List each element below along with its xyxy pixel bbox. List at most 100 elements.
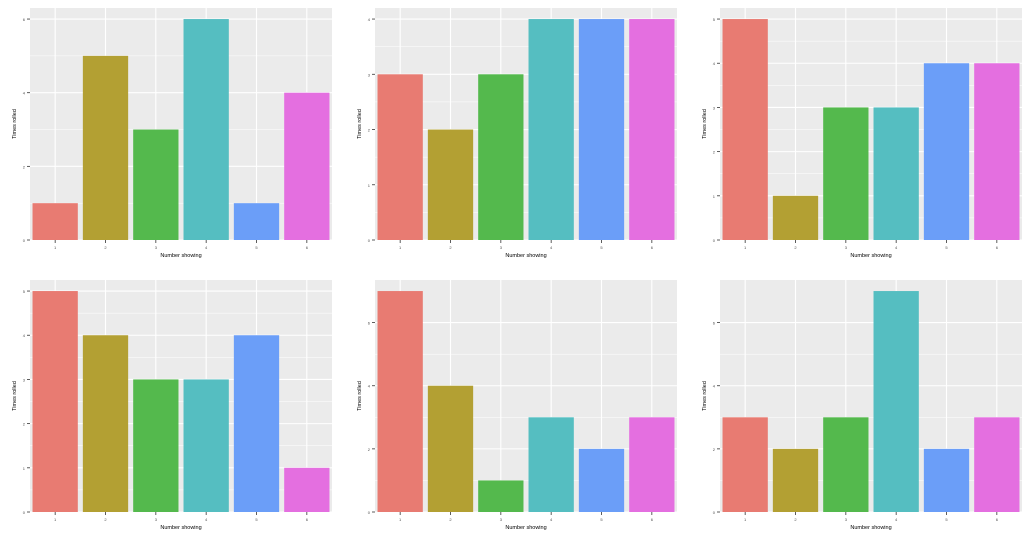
x-tick-label: 4	[550, 517, 553, 522]
x-tick-label: 2	[794, 245, 797, 250]
x-axis-title: Number showing	[160, 253, 201, 259]
y-axis-title: Times rolled	[702, 109, 708, 139]
bar-2	[427, 129, 474, 240]
x-tick-label: 6	[651, 517, 654, 522]
chart-panel-2: 0 1 2 3 4 1 2 3 4 5 6 Number showing Times rolled	[345, 0, 685, 262]
x-tick-label: 6	[306, 517, 309, 522]
y-tick-label: 0	[713, 238, 716, 243]
bar-6	[629, 19, 675, 240]
x-tick-label: 1	[399, 245, 402, 250]
y-tick-label: 2	[23, 164, 26, 169]
y-tick-label: 2	[368, 447, 371, 452]
bar-3	[478, 74, 524, 241]
bar-chart-1: 0 2 4 6 1 2 3 4 5 6 Number showing Times rolled	[12, 8, 332, 259]
y-axis-title: Times rolled	[357, 381, 363, 411]
bar-2	[82, 335, 129, 512]
y-tick-label: 2	[713, 150, 716, 155]
x-axis-title: Number showing	[850, 253, 891, 259]
x-tick-label: 4	[205, 245, 208, 250]
x-tick-label: 2	[449, 245, 452, 250]
bar-6	[284, 92, 330, 240]
x-tick-label: 4	[895, 517, 898, 522]
y-tick-label: 0	[368, 510, 371, 515]
bar-5	[578, 448, 625, 512]
y-axis-title: Times rolled	[357, 109, 363, 139]
x-tick-label: 2	[104, 245, 107, 250]
x-tick-label: 1	[744, 245, 747, 250]
bar-2	[772, 448, 819, 512]
y-tick-label: 6	[368, 321, 371, 326]
plot-panel	[720, 8, 1022, 240]
bar-1	[722, 417, 768, 512]
bar-chart-4: 0 1 2 3 4 5 1 2 3 4 5 6 Number showing Times rolled	[12, 280, 332, 531]
chart-panel-5: 0 2 4 6 1 2 3 4 5 6 Number showing Times rolled	[345, 272, 685, 534]
x-tick-label: 6	[996, 245, 999, 250]
bar-5	[923, 63, 970, 240]
x-tick-label: 6	[651, 245, 654, 250]
x-tick-label: 3	[845, 517, 848, 522]
y-tick-label: 0	[23, 510, 26, 515]
y-axis-title: Times rolled	[12, 109, 18, 139]
x-tick-label: 5	[255, 245, 258, 250]
x-tick-label: 5	[255, 517, 258, 522]
bar-4	[873, 291, 919, 512]
y-tick-label: 6	[713, 321, 716, 326]
chart-panel-3: 0 1 2 3 4 5 1 2 3 4 5 6 Number showing Times rolled	[690, 0, 1030, 262]
x-tick-label: 3	[500, 517, 503, 522]
y-tick-label: 3	[713, 105, 716, 110]
y-tick-label: 5	[713, 17, 716, 22]
bar-1	[32, 203, 78, 240]
x-tick-label: 4	[895, 245, 898, 250]
y-tick-label: 5	[23, 289, 26, 294]
x-tick-label: 1	[54, 517, 57, 522]
x-tick-label: 1	[744, 517, 747, 522]
y-tick-label: 2	[713, 447, 716, 452]
plot-panel	[30, 8, 332, 240]
bar-1	[377, 74, 423, 241]
x-tick-label: 5	[600, 517, 603, 522]
x-tick-label: 2	[449, 517, 452, 522]
x-tick-label: 5	[945, 245, 948, 250]
bar-4	[183, 379, 229, 512]
chart-panel-1: 0 2 4 6 1 2 3 4 5 6 Number showing Times rolled	[0, 0, 340, 262]
y-tick-label: 6	[23, 17, 26, 22]
x-tick-label: 3	[155, 517, 158, 522]
x-tick-label: 3	[845, 245, 848, 250]
bar-3	[133, 129, 179, 240]
bar-2	[772, 195, 819, 240]
y-tick-label: 4	[368, 17, 371, 22]
bar-4	[183, 19, 229, 240]
plot-panel	[30, 280, 332, 512]
bar-5	[578, 19, 625, 240]
plot-panel	[375, 280, 677, 512]
y-tick-label: 0	[368, 238, 371, 243]
bar-2	[82, 55, 129, 240]
bar-3	[478, 480, 524, 512]
bar-6	[284, 467, 330, 512]
x-tick-label: 1	[54, 245, 57, 250]
y-tick-label: 1	[368, 183, 371, 188]
y-tick-label: 3	[23, 377, 26, 382]
bar-1	[722, 19, 768, 240]
bar-5	[233, 335, 280, 512]
x-tick-label: 1	[399, 517, 402, 522]
x-tick-label: 5	[945, 517, 948, 522]
bar-4	[873, 107, 919, 240]
y-tick-label: 4	[713, 384, 716, 389]
y-tick-label: 1	[713, 194, 716, 199]
y-tick-label: 2	[368, 128, 371, 133]
y-tick-label: 2	[23, 422, 26, 427]
bar-3	[133, 379, 179, 512]
bar-2	[427, 385, 474, 512]
bar-3	[823, 417, 869, 512]
plot-panel	[720, 280, 1022, 512]
y-axis-title: Times rolled	[702, 381, 708, 411]
bar-6	[974, 417, 1020, 512]
bar-3	[823, 107, 869, 240]
chart-panel-6: 0 2 4 6 1 2 3 4 5 6 Number showing Times rolled	[690, 272, 1030, 534]
x-tick-label: 6	[306, 245, 309, 250]
x-tick-label: 3	[500, 245, 503, 250]
bar-4	[528, 417, 574, 512]
bar-5	[923, 448, 970, 512]
y-tick-label: 0	[23, 238, 26, 243]
